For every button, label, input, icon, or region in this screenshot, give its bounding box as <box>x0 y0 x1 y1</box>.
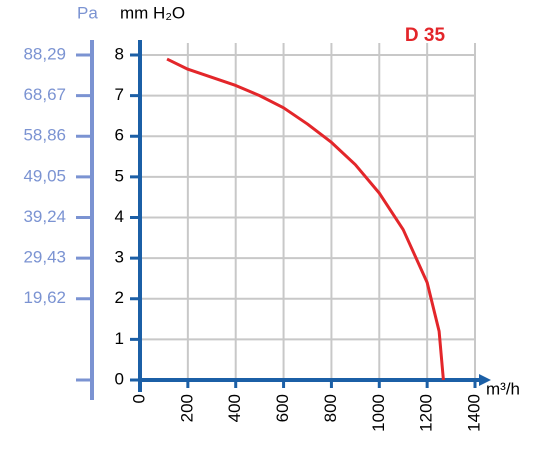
y2-tick-label: 49,05 <box>23 166 66 185</box>
y2-tick-label: 58,86 <box>23 126 66 145</box>
y-tick-label: 4 <box>115 207 124 226</box>
y-tick-label: 1 <box>115 329 124 348</box>
y-tick-label: 5 <box>115 166 124 185</box>
x-axis-label: m³/h <box>486 379 520 398</box>
x-tick-label: 800 <box>321 394 340 422</box>
chart-title: D 35 <box>405 25 446 46</box>
x-tick-label: 200 <box>177 394 196 422</box>
y-tick-label: 7 <box>115 85 124 104</box>
x-tick-label: 0 <box>129 394 148 403</box>
x-tick-label: 600 <box>273 394 292 422</box>
y2-tick-label: 68,67 <box>23 85 66 104</box>
y-tick-label: 8 <box>115 44 124 63</box>
data-line <box>166 57 445 381</box>
y-axis-label: mm H₂O <box>120 3 185 22</box>
y2-tick-label: 39,24 <box>23 207 66 226</box>
y-tick-label: 3 <box>115 248 124 267</box>
y-tick-label: 0 <box>115 369 124 388</box>
x-tick-label: 1000 <box>369 394 388 432</box>
x-axis-arrow <box>479 374 491 386</box>
y-tick-label: 6 <box>115 126 124 145</box>
x-tick-label: 400 <box>225 394 244 422</box>
y2-tick-label: 19,62 <box>23 288 66 307</box>
y-tick-label: 2 <box>115 288 124 307</box>
y2-axis-label: Pa <box>77 3 98 22</box>
y2-tick-label: 88,29 <box>23 44 66 63</box>
y2-tick-label: 29,43 <box>23 248 66 267</box>
x-tick-label: 1400 <box>464 394 483 432</box>
x-tick-label: 1200 <box>417 394 436 432</box>
